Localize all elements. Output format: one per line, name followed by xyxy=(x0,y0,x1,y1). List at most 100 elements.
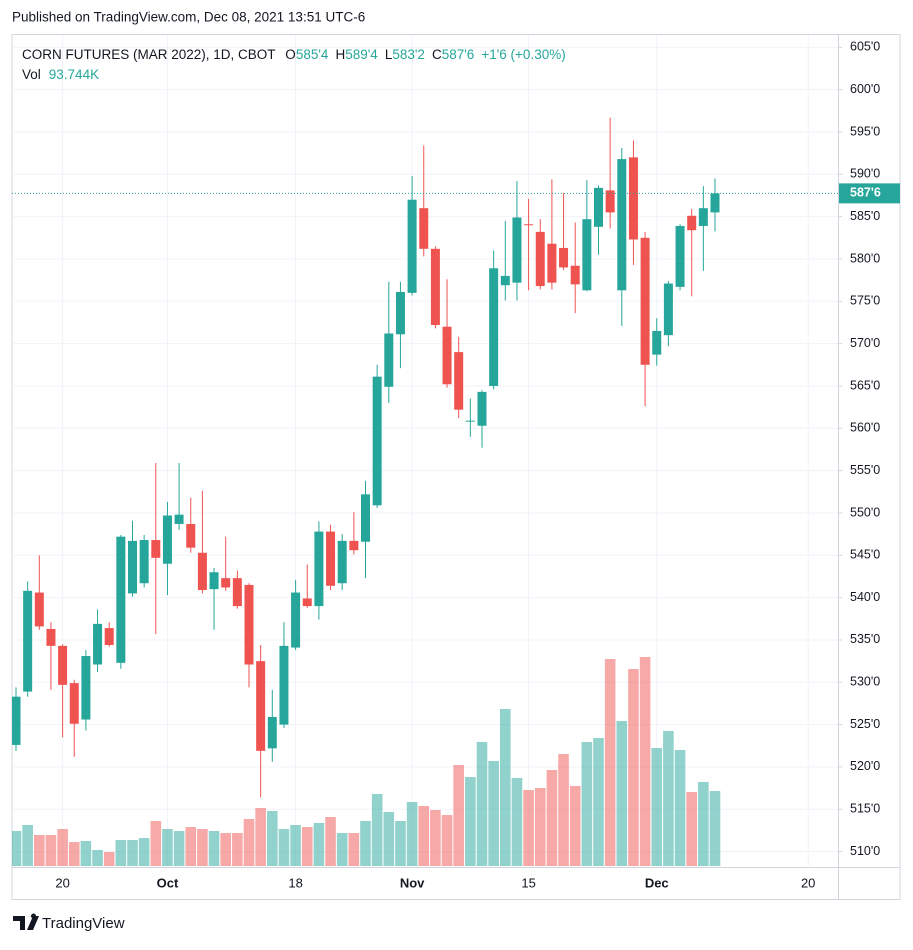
candle-body xyxy=(326,531,336,586)
volume-bar xyxy=(278,829,290,866)
candle-body xyxy=(291,592,301,648)
candle-body xyxy=(395,291,405,335)
volume-bar xyxy=(663,731,674,866)
volume-bar xyxy=(313,823,325,866)
y-tick-label: 510'0 xyxy=(850,844,880,858)
volume-bar xyxy=(115,840,127,866)
legend-change: +1'6 (+0.30%) xyxy=(481,47,565,62)
candle-body xyxy=(652,330,662,355)
volume-bar xyxy=(523,790,534,866)
last-price-label: 587'6 xyxy=(850,186,881,200)
volume-bar xyxy=(371,794,383,866)
y-tick-label: 585'0 xyxy=(850,209,880,223)
y-tick-label: 570'0 xyxy=(850,336,880,350)
grid xyxy=(12,35,838,866)
volume-bar xyxy=(185,827,197,866)
candle-body xyxy=(162,515,172,564)
candle-body xyxy=(663,283,673,336)
y-tick-label: 545'0 xyxy=(850,548,880,562)
candle-body xyxy=(524,224,534,226)
volume-bar xyxy=(709,791,721,866)
volume-bar xyxy=(80,841,92,866)
legend-field-key: H xyxy=(335,47,345,62)
candle-body xyxy=(605,190,615,213)
y-tick-label: 530'0 xyxy=(850,675,880,689)
y-tick-label: 580'0 xyxy=(850,251,880,265)
legend-volume: Vol 93.744K xyxy=(22,67,99,82)
volume-bar xyxy=(173,831,185,866)
legend-ohlc: CORN FUTURES (MAR 2022), 1D, CBOT O585'4 H… xyxy=(22,47,566,62)
volume-bar xyxy=(546,770,558,866)
volume-bar xyxy=(430,810,441,866)
y-tick-label: 515'0 xyxy=(850,802,880,816)
y-tick-label: 575'0 xyxy=(850,294,880,308)
legend-field-key: C xyxy=(432,47,442,62)
candle-body xyxy=(128,540,137,594)
candle-body xyxy=(687,215,697,231)
candle-body xyxy=(81,656,91,720)
candle-body xyxy=(279,645,289,725)
candle-body xyxy=(12,696,21,745)
candle-body xyxy=(489,268,499,386)
volume-bar xyxy=(301,827,313,866)
x-tick-label: 15 xyxy=(521,875,535,890)
volume-bar xyxy=(138,838,150,866)
volume-bar xyxy=(208,831,220,866)
volume-bar xyxy=(336,833,348,866)
candle-body xyxy=(477,391,487,426)
axes: 510'0 515'0 520'0 525'0 530'0 535'0 540'0 545'0… xyxy=(55,40,900,890)
candle-body xyxy=(407,199,417,293)
candle-body xyxy=(640,237,650,365)
volume-bar xyxy=(651,748,663,866)
candle-body xyxy=(197,552,207,590)
volume-bar xyxy=(453,765,464,866)
y-tick-label: 595'0 xyxy=(850,124,880,138)
volume-bar xyxy=(569,786,581,866)
volume-bar xyxy=(34,835,45,866)
volume-bar xyxy=(500,709,511,866)
candle-body xyxy=(710,193,720,213)
candle-body xyxy=(349,540,359,551)
volume-bar xyxy=(639,657,651,866)
candle-body xyxy=(698,208,708,226)
volume-bar xyxy=(581,742,593,866)
volume-bar xyxy=(593,738,604,866)
candle-body xyxy=(372,376,382,506)
volume-bar xyxy=(558,754,569,866)
last-price-box xyxy=(839,183,900,204)
published-line: Published on TradingView.com, Dec 08, 20… xyxy=(12,10,365,25)
volume-bar xyxy=(325,817,336,866)
candle-body xyxy=(23,590,33,692)
candle-body xyxy=(267,716,277,749)
volume-bar xyxy=(12,831,22,866)
candle-body xyxy=(174,514,184,524)
y-tick-label: 540'0 xyxy=(850,590,880,604)
candle-body xyxy=(46,628,56,646)
volume-bar xyxy=(616,721,628,866)
candle-body xyxy=(232,578,242,607)
volume-bar xyxy=(162,829,173,866)
volume-bar xyxy=(441,815,453,866)
volume-bar xyxy=(150,821,162,866)
volume-bar xyxy=(686,792,697,866)
candle-body xyxy=(559,247,569,268)
volume-bar xyxy=(290,825,301,866)
candle-body xyxy=(221,578,231,588)
x-tick-label: 20 xyxy=(801,875,815,890)
volume-bar xyxy=(488,761,499,866)
legend-field-value: 587'6 xyxy=(442,47,475,62)
volume-bar xyxy=(22,825,33,866)
x-tick-label: Dec xyxy=(645,875,669,890)
candle-body xyxy=(256,661,266,751)
candle-body xyxy=(93,623,103,665)
candle-body xyxy=(337,540,347,584)
volume-bar xyxy=(243,819,255,866)
volume-bar xyxy=(197,829,208,866)
volume-bar xyxy=(68,842,80,866)
volume-bar xyxy=(45,835,57,866)
volume-bar xyxy=(534,788,546,866)
legend-field-key: L xyxy=(385,47,393,62)
x-tick-label: 18 xyxy=(288,875,302,890)
brand-name: TradingView xyxy=(42,915,125,932)
